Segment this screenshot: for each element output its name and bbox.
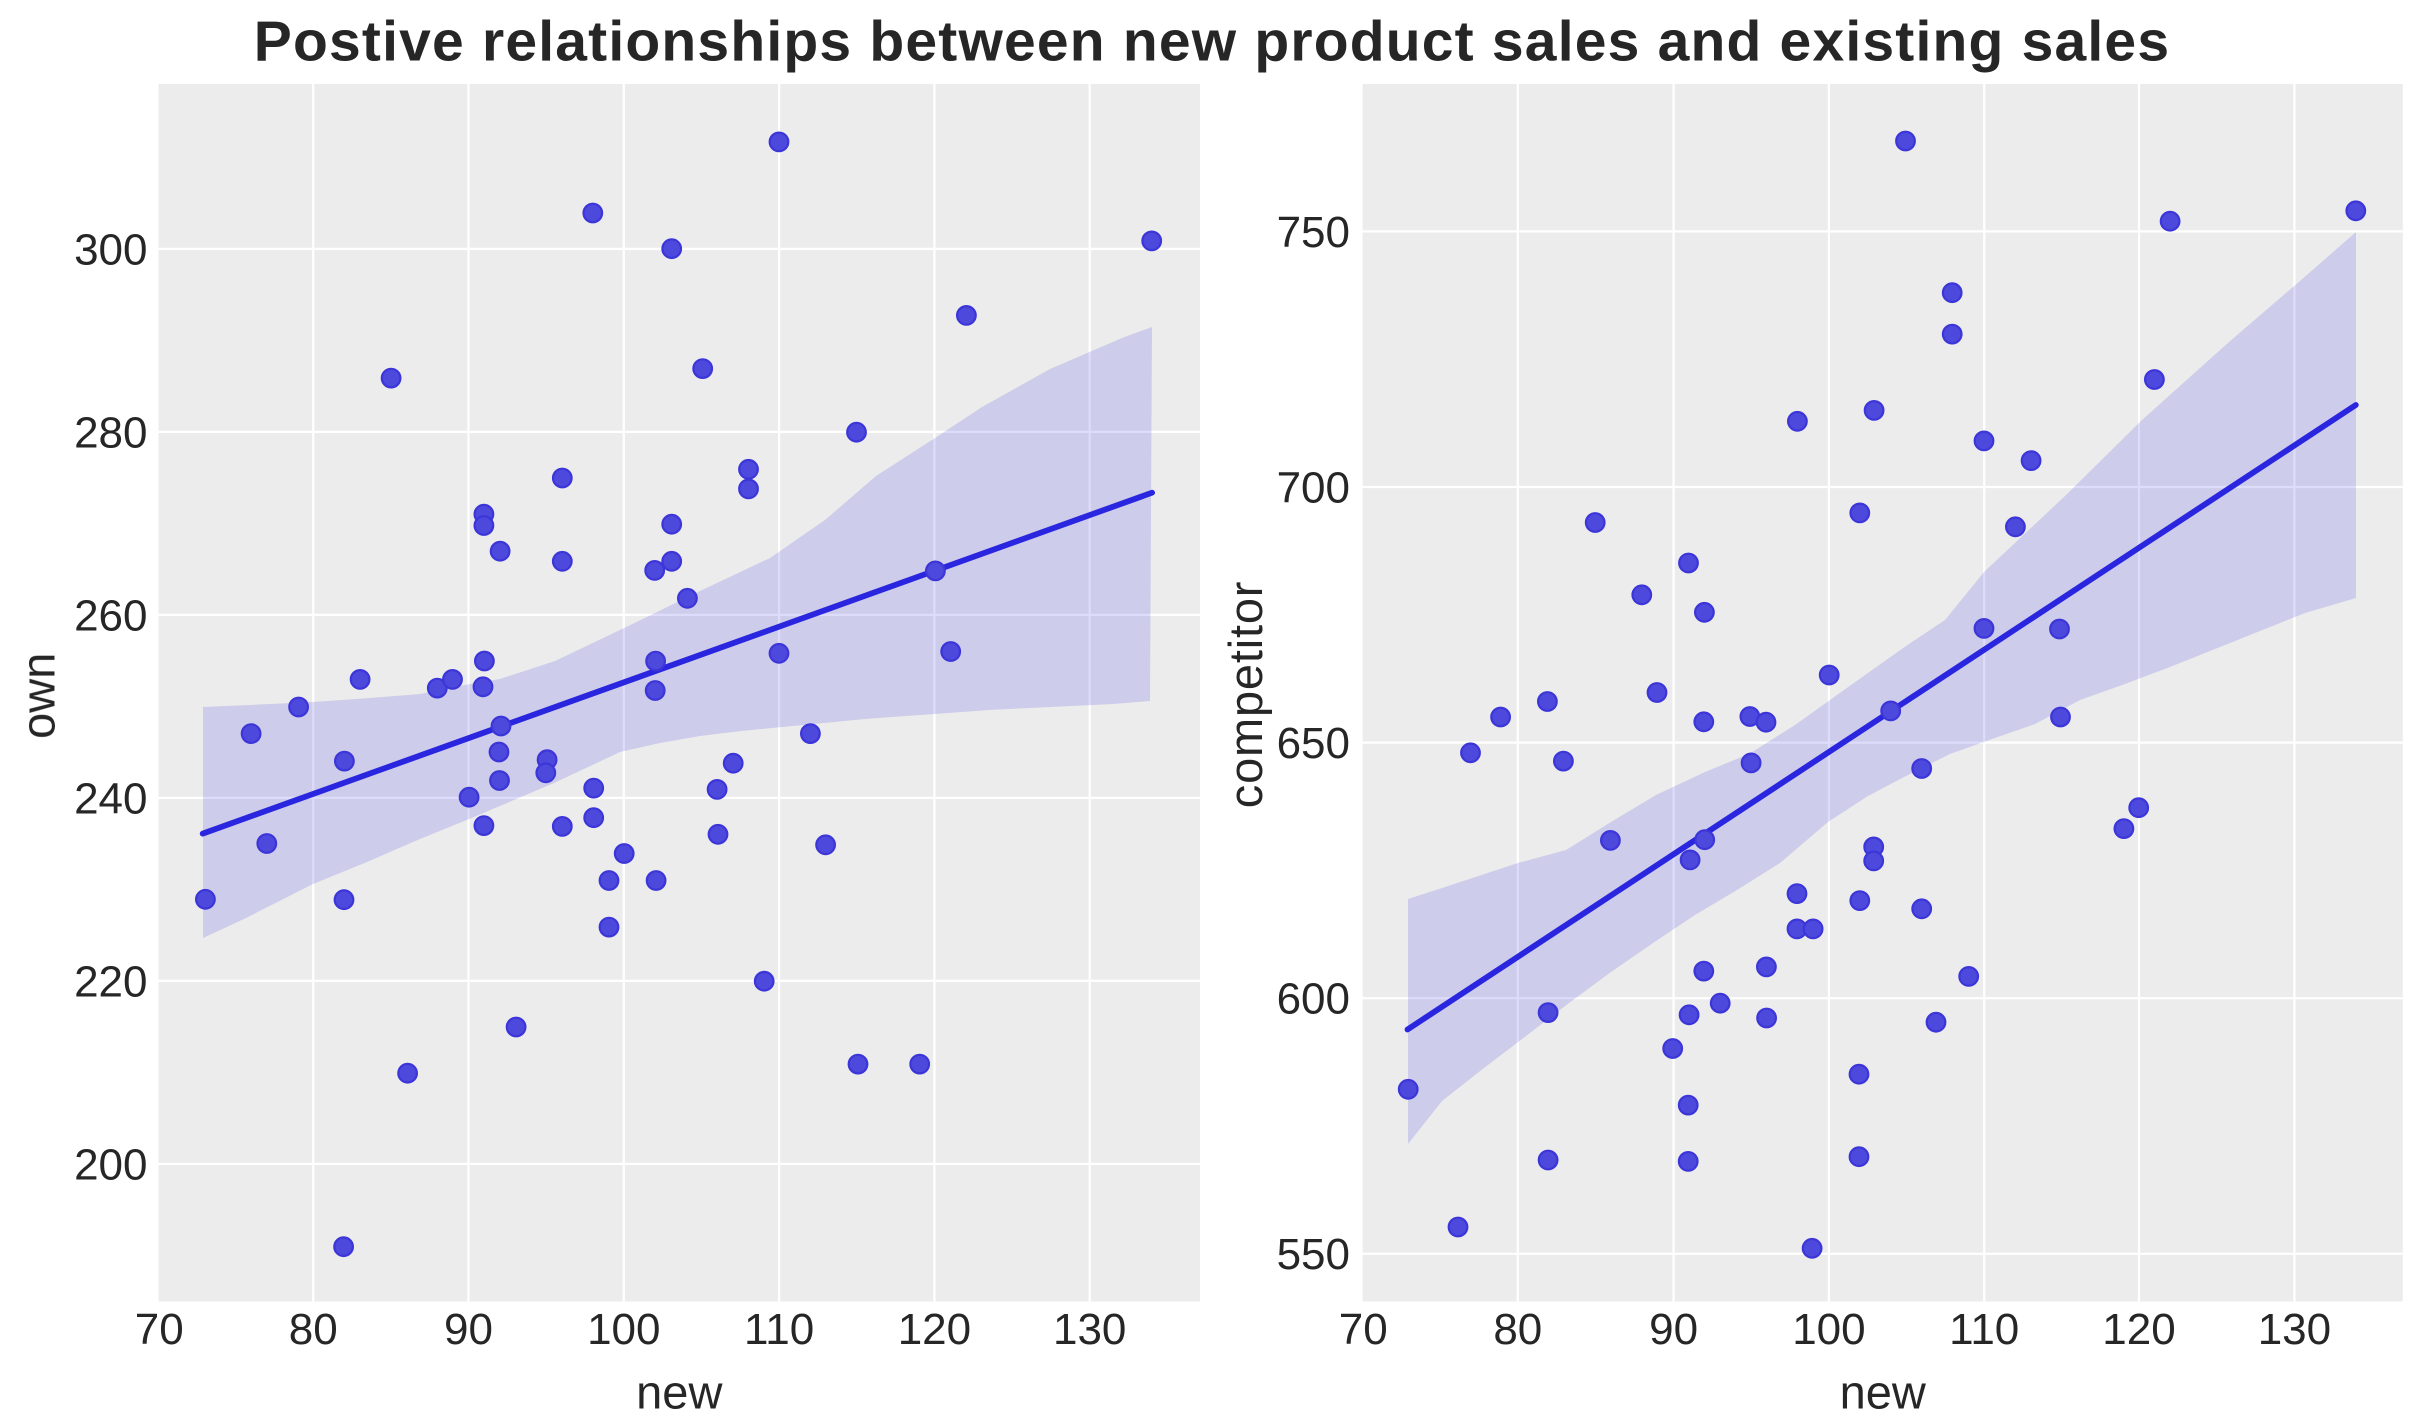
svg-text:130: 130 — [2258, 1305, 2331, 1354]
svg-text:260: 260 — [74, 591, 147, 640]
svg-text:130: 130 — [1053, 1305, 1126, 1354]
svg-text:600: 600 — [1277, 975, 1350, 1024]
svg-text:80: 80 — [289, 1305, 338, 1354]
svg-text:300: 300 — [74, 225, 147, 274]
svg-text:competitor: competitor — [1219, 581, 1272, 808]
svg-text:own: own — [12, 653, 65, 739]
svg-text:110: 110 — [1949, 1305, 2019, 1354]
svg-text:240: 240 — [74, 774, 147, 823]
svg-text:new: new — [636, 1366, 723, 1419]
svg-text:Postive relationships between: Postive relationships between new produc… — [254, 10, 2170, 74]
svg-text:280: 280 — [74, 408, 147, 457]
svg-text:220: 220 — [74, 957, 147, 1006]
svg-text:100: 100 — [587, 1305, 660, 1354]
svg-text:120: 120 — [2102, 1305, 2175, 1354]
svg-text:700: 700 — [1277, 463, 1350, 512]
svg-text:750: 750 — [1277, 208, 1350, 257]
svg-text:110: 110 — [744, 1305, 814, 1354]
svg-text:650: 650 — [1277, 719, 1350, 768]
svg-text:100: 100 — [1792, 1305, 1865, 1354]
svg-text:200: 200 — [74, 1140, 147, 1189]
svg-text:70: 70 — [135, 1305, 184, 1354]
svg-text:90: 90 — [444, 1305, 493, 1354]
svg-text:new: new — [1840, 1366, 1927, 1419]
svg-text:80: 80 — [1493, 1305, 1542, 1354]
svg-text:550: 550 — [1277, 1230, 1350, 1279]
svg-text:120: 120 — [898, 1305, 971, 1354]
svg-text:70: 70 — [1339, 1305, 1388, 1354]
svg-text:90: 90 — [1649, 1305, 1698, 1354]
